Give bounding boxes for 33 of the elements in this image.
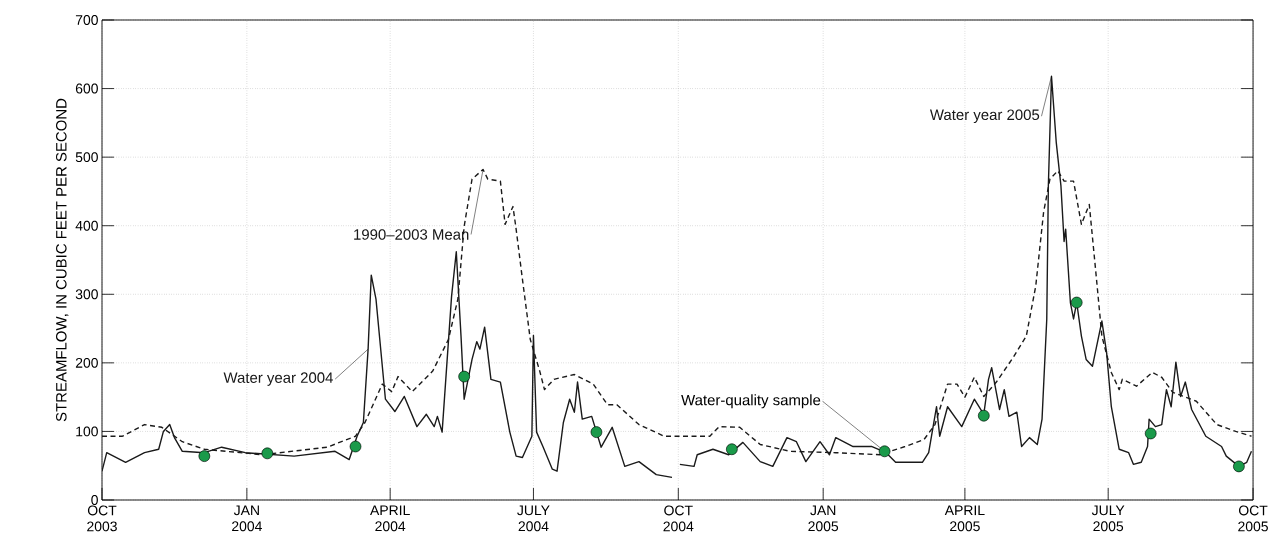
y-axis-title: STREAMFLOW, IN CUBIC FEET PER SECOND bbox=[56, 98, 69, 422]
x-tick-label: JULY 2005 bbox=[1091, 505, 1125, 532]
y-tick-label: 600 bbox=[75, 83, 98, 94]
point bbox=[261, 447, 274, 460]
point bbox=[1233, 460, 1245, 473]
series-label: Water year 2005 bbox=[929, 109, 1040, 123]
text: Water-quality sample bbox=[681, 394, 821, 409]
y-tick-label: 500 bbox=[75, 152, 98, 163]
text: Water year 2004 bbox=[223, 372, 333, 386]
point bbox=[349, 440, 362, 453]
y-tick-label: 400 bbox=[75, 220, 98, 231]
x-tick-label: APRIL 2005 bbox=[944, 505, 985, 532]
point bbox=[590, 426, 603, 438]
x-tick-label: OCT 2004 bbox=[663, 505, 694, 532]
x-tick-label: JAN 2004 bbox=[232, 505, 262, 532]
x-tick-label: OCT 2005 bbox=[1238, 505, 1268, 532]
y-tick-label: 200 bbox=[75, 357, 98, 368]
x-tick-label: APRIL 2004 bbox=[370, 505, 410, 532]
point bbox=[726, 443, 738, 456]
series-label: 1990–2003 Mean bbox=[354, 229, 469, 240]
point bbox=[977, 409, 990, 422]
y-tick-label: 0 bbox=[91, 495, 98, 505]
y-tick-label: 700 bbox=[75, 15, 98, 25]
y-tick-label: 300 bbox=[75, 289, 98, 300]
x-tick-label: JAN 2005 bbox=[808, 505, 839, 532]
y-tick-label: 100 bbox=[76, 426, 98, 437]
x-tick-label: OCT 2003 bbox=[87, 505, 117, 532]
point bbox=[198, 450, 211, 462]
point bbox=[1070, 296, 1083, 309]
point bbox=[458, 370, 470, 383]
point bbox=[878, 445, 891, 458]
x-tick-label: JULY 2004 bbox=[517, 505, 550, 532]
point bbox=[1144, 427, 1157, 440]
